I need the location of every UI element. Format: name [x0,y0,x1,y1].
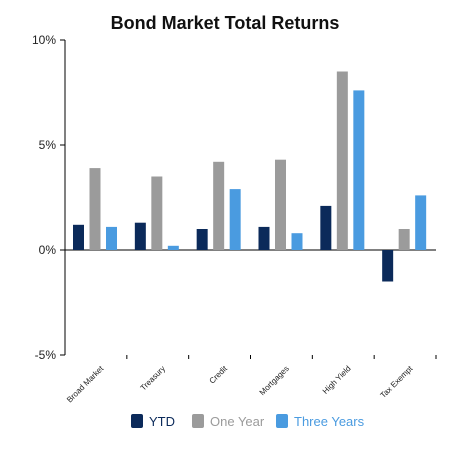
bar-three-years [229,189,241,250]
x-tick-label: High Yield [321,364,353,396]
bar-ytd [382,250,394,282]
legend-label-one-year: One Year [210,414,265,429]
x-tick-labels: Broad Market Treasury Credit Mortgages High … [65,364,415,405]
legend-label-three-years: Three Years [294,414,365,429]
bars [73,71,427,282]
y-tick-label: 5% [39,138,57,152]
x-tick-label: Treasury [139,364,167,392]
bar-one-year [336,71,348,250]
y-tick-labels: -5% 0% 5% 10% [32,33,56,362]
y-tick-label: 0% [39,243,57,257]
bar-ytd [134,222,146,250]
legend-swatch-one-year [192,414,204,428]
bar-one-year [151,176,163,250]
bar-three-years [353,90,365,251]
bar-one-year [89,168,101,250]
bar-three-years [291,233,303,250]
chart-title: Bond Market Total Returns [111,13,340,33]
y-tick-label: -5% [35,348,57,362]
bar-ytd [196,229,208,250]
axes [60,39,437,359]
bar-three-years [167,245,179,250]
x-tick-label: Broad Market [65,364,106,405]
bar-ytd [73,224,84,250]
legend-swatch-ytd [131,414,143,428]
x-tick-label: Credit [208,364,230,386]
legend-label-ytd: YTD [149,414,175,429]
x-tick-label: Tax Exempt [379,364,415,400]
bar-one-year [398,229,410,250]
legend-swatch-three-years [276,414,288,428]
bar-one-year [275,159,286,250]
bar-ytd [320,205,332,250]
x-tick-label: Mortgages [258,364,291,397]
bar-three-years [106,226,117,250]
legend: YTD One Year Three Years [131,414,365,429]
bar-ytd [258,226,270,250]
y-tick-label: 10% [32,33,56,47]
bar-three-years [415,195,427,250]
bar-one-year [213,161,225,250]
